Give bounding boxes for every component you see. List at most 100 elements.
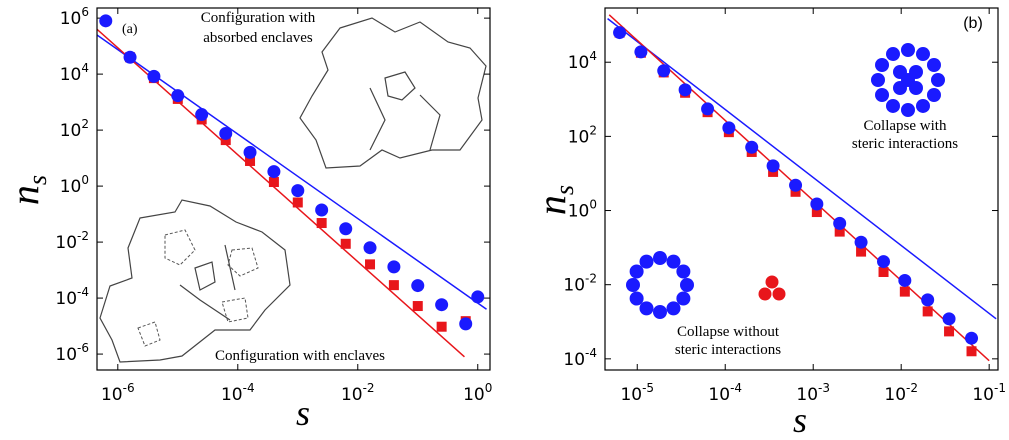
y-axis-label: ns	[2, 175, 52, 205]
particle	[666, 254, 681, 269]
illustrations	[99, 17, 487, 363]
tick-label: 10-4	[221, 381, 255, 405]
plot-area	[607, 14, 997, 362]
fit-line	[97, 28, 465, 358]
tick-label: 100	[463, 381, 492, 405]
marker	[436, 321, 447, 332]
marker	[220, 135, 231, 146]
enclave	[221, 297, 249, 323]
marker	[365, 259, 376, 270]
particle	[639, 254, 654, 269]
marker	[899, 286, 910, 297]
marker	[459, 317, 473, 331]
particle	[629, 291, 644, 306]
annotation: Collapse without	[677, 324, 780, 340]
particle	[901, 43, 915, 57]
tick-label: 10-6	[101, 381, 135, 405]
tick-exp: 2	[81, 117, 89, 131]
enclave	[137, 321, 161, 347]
tick-exp: -5	[642, 381, 654, 395]
annotation: steric interactions	[675, 342, 781, 358]
particle	[653, 251, 667, 265]
annotation: Configuration with	[201, 10, 316, 26]
marker	[243, 145, 257, 159]
absorbed-inner	[369, 71, 441, 151]
marker	[292, 197, 303, 208]
particle	[926, 58, 941, 72]
tick-exp: -4	[243, 381, 255, 395]
tick-exp: -1	[994, 381, 1006, 395]
tick-exp: -4	[77, 285, 89, 299]
tick-label: 10-1	[972, 381, 1006, 405]
tick-label: 10-3	[796, 381, 830, 405]
fit-line	[607, 18, 997, 320]
tick-exp: 4	[81, 61, 89, 75]
axes-frame	[96, 7, 491, 371]
tick-label: 106	[60, 5, 89, 29]
particle	[758, 287, 772, 301]
tick-base: 10	[884, 385, 906, 405]
x-axis-label: s	[296, 393, 310, 433]
tick-exp: 0	[589, 198, 597, 212]
particle	[926, 88, 941, 102]
tick-label: 10-2	[341, 381, 375, 405]
marker	[315, 203, 329, 217]
y-label-main: n	[2, 185, 47, 205]
particle	[639, 301, 654, 316]
tick-base: 10	[708, 385, 730, 405]
particle	[666, 301, 681, 316]
particle	[886, 47, 900, 62]
marker	[790, 186, 801, 197]
marker	[811, 207, 822, 218]
marker	[922, 306, 933, 317]
marker	[147, 69, 161, 83]
marker	[291, 184, 305, 198]
tick-exp: -6	[77, 341, 89, 355]
marker	[634, 45, 648, 59]
marker	[965, 331, 979, 345]
marker	[810, 197, 824, 211]
tick-base: 10	[60, 121, 82, 141]
marker	[363, 241, 377, 255]
tick-base: 10	[55, 289, 77, 309]
marker	[245, 155, 256, 166]
tick-exp: -6	[123, 381, 135, 395]
enclave	[164, 229, 196, 266]
enclave	[227, 247, 259, 277]
marker	[99, 14, 113, 28]
tick-base: 10	[60, 177, 82, 197]
cluster-icons	[626, 43, 945, 319]
y-label-sub: s	[550, 185, 579, 195]
marker	[412, 301, 423, 312]
enclave-config	[99, 199, 291, 363]
tick-exp: 2	[589, 123, 597, 137]
marker	[701, 102, 715, 116]
tick-exp: -2	[906, 381, 918, 395]
axes-frame	[604, 7, 999, 371]
marker	[766, 159, 780, 173]
annotation: Collapse with	[864, 118, 947, 134]
fit-line	[97, 34, 487, 310]
particle	[765, 275, 779, 289]
tick-base: 10	[60, 9, 82, 29]
marker	[613, 26, 627, 40]
particle	[916, 98, 930, 113]
panel-label: (a)	[122, 22, 138, 37]
marker	[388, 280, 399, 291]
tick-label: 10-2	[884, 381, 918, 405]
tick-label: 100	[60, 173, 89, 197]
marker	[411, 279, 425, 293]
tick-label: 100	[568, 198, 597, 222]
tick-label: 10-5	[620, 381, 654, 405]
marker	[678, 83, 692, 97]
marker	[856, 246, 867, 257]
tick-base: 10	[101, 385, 123, 405]
y-label-main: n	[529, 195, 574, 215]
tick-base: 10	[60, 65, 82, 85]
marker	[877, 255, 891, 269]
marker	[219, 126, 233, 140]
tick-base: 10	[568, 53, 590, 73]
marker	[789, 178, 803, 192]
tick-label: 10-6	[55, 341, 89, 365]
